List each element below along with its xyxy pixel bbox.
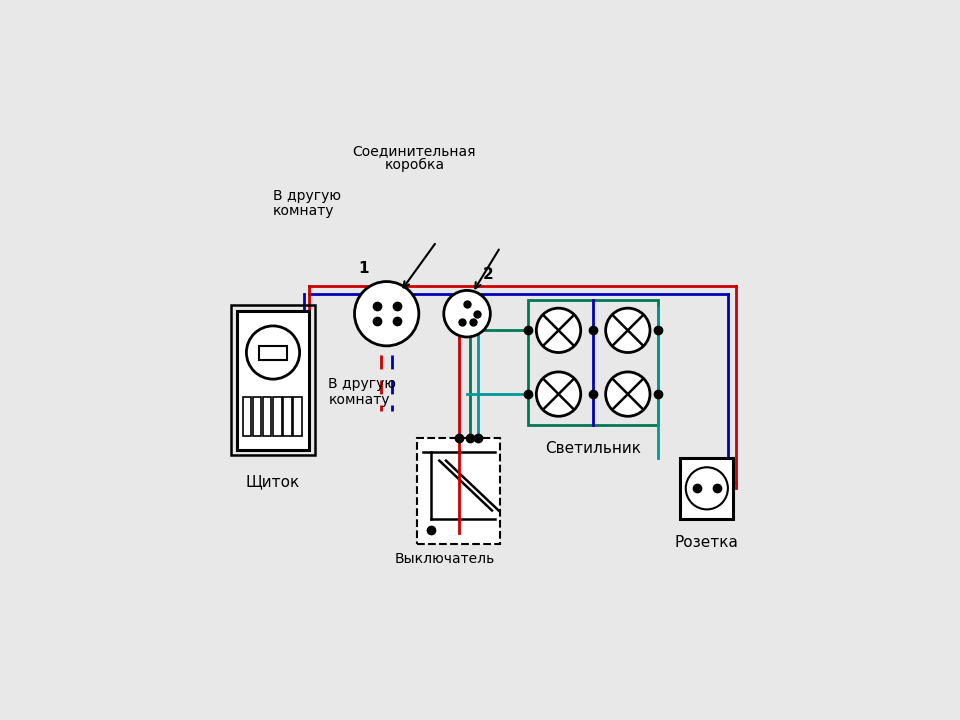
Circle shape	[537, 308, 581, 353]
Bar	[237, 311, 309, 449]
Text: Светильник: Светильник	[545, 441, 641, 456]
Bar	[283, 397, 292, 436]
Circle shape	[606, 372, 650, 416]
Text: В другую: В другую	[273, 189, 341, 203]
Bar	[418, 438, 500, 544]
Circle shape	[537, 372, 581, 416]
Bar	[681, 458, 733, 519]
Text: комнату: комнату	[328, 393, 390, 407]
Text: В другую: В другую	[328, 377, 396, 391]
Bar	[258, 346, 287, 360]
Bar	[252, 397, 261, 436]
Text: комнату: комнату	[273, 204, 334, 218]
Bar	[294, 397, 302, 436]
Circle shape	[247, 326, 300, 379]
Text: Соединительная: Соединительная	[352, 145, 476, 158]
Text: коробка: коробка	[384, 158, 444, 172]
Bar	[273, 397, 281, 436]
Bar	[528, 300, 659, 425]
Text: 2: 2	[483, 266, 493, 282]
Text: 1: 1	[358, 261, 369, 276]
Bar	[231, 305, 315, 455]
Circle shape	[444, 290, 491, 337]
Bar	[243, 397, 252, 436]
Text: Выключатель: Выключатель	[395, 552, 495, 566]
Circle shape	[354, 282, 419, 346]
Bar	[263, 397, 272, 436]
Text: Розетка: Розетка	[675, 536, 739, 551]
Text: Щиток: Щиток	[246, 474, 300, 490]
Circle shape	[606, 308, 650, 353]
